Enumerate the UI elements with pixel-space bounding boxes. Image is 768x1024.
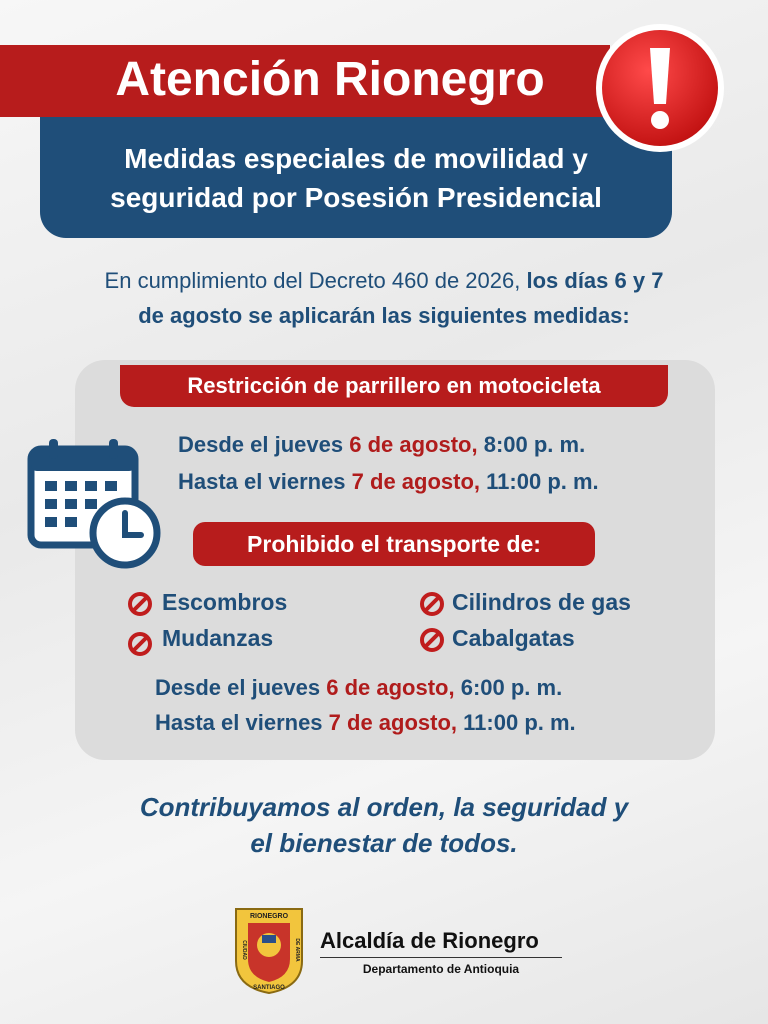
section-title: Restricción de parrillero en motocicleta bbox=[120, 365, 668, 407]
intro-bold: los días 6 y 7 bbox=[526, 268, 664, 293]
closing-line: el bienestar de todos. bbox=[250, 828, 518, 858]
schedule-line: Hasta el viernes 7 de agosto, 11:00 p. m… bbox=[155, 710, 576, 736]
closing-line: Contribuyamos al orden, la seguridad y bbox=[139, 792, 629, 822]
prohibited-icon bbox=[420, 592, 444, 616]
item: Escombros bbox=[162, 589, 288, 615]
schedule-date: 7 de agosto, bbox=[351, 469, 481, 494]
schedule-date: 6 de agosto, bbox=[349, 432, 478, 457]
prohibited-icon bbox=[128, 592, 152, 616]
schedule-time: 11:00 p. m. bbox=[463, 710, 576, 735]
prohibited-icon bbox=[128, 632, 152, 656]
alert-icon bbox=[596, 24, 724, 152]
schedule-line: Desde el jueves 6 de agosto, 8:00 p. m. bbox=[178, 432, 585, 458]
schedule-text: Hasta el viernes bbox=[155, 710, 323, 735]
seal-left: CIUDAD bbox=[241, 940, 247, 960]
seal: RIONEGRO CIUDAD DE ARMA SANTIAGO bbox=[235, 908, 303, 995]
section-title: Prohibido el transporte de: bbox=[193, 522, 595, 566]
alert-dot bbox=[651, 111, 669, 129]
title-banner bbox=[0, 45, 610, 117]
schedule-date: 6 de agosto, bbox=[326, 675, 455, 700]
seal-bottom: SANTIAGO bbox=[253, 985, 285, 991]
footer-rule bbox=[320, 957, 562, 958]
subtitle-line: seguridad por Posesión Presidencial bbox=[110, 182, 602, 213]
item: Cilindros de gas bbox=[452, 589, 631, 615]
calendar-ring bbox=[49, 439, 58, 459]
schedule-time: 6:00 p. m. bbox=[460, 675, 563, 700]
footer-name: Alcaldía de Rionegro bbox=[320, 928, 539, 953]
intro-line: En cumplimiento del Decreto 460 de 2026,… bbox=[0, 268, 768, 294]
schedule-line: Desde el jueves 6 de agosto, 6:00 p. m. bbox=[155, 675, 562, 701]
title: Atención Rionegro bbox=[115, 53, 545, 106]
alert-bar bbox=[650, 48, 670, 104]
footer-department: Departamento de Antioquia bbox=[362, 962, 520, 976]
schedule-time: 11:00 p. m. bbox=[486, 469, 599, 494]
schedule-date: 7 de agosto, bbox=[328, 710, 458, 735]
seal-top: RIONEGRO bbox=[250, 913, 289, 920]
intro-regular: En cumplimiento del Decreto 460 de 2026, bbox=[104, 268, 521, 293]
subtitle-box bbox=[40, 117, 672, 238]
schedule-text: Desde el jueves bbox=[178, 432, 344, 457]
item: Cabalgatas bbox=[452, 625, 575, 651]
schedule-text: Hasta el viernes bbox=[178, 469, 346, 494]
prohibited-icon bbox=[420, 628, 444, 652]
calendar-header bbox=[31, 449, 135, 471]
item: Mudanzas bbox=[162, 625, 274, 651]
schedule-line: Hasta el viernes 7 de agosto, 11:00 p. m… bbox=[178, 469, 599, 495]
calendar-grid bbox=[45, 481, 117, 527]
calendar-icon bbox=[27, 439, 161, 569]
clock-hands bbox=[122, 510, 144, 538]
intro-line: de agosto se aplicarán las siguientes me… bbox=[138, 303, 630, 328]
calendar-ring bbox=[109, 439, 118, 459]
seal-emblem bbox=[262, 935, 276, 943]
schedule-time: 8:00 p. m. bbox=[483, 432, 586, 457]
seal-right: DE ARMA bbox=[294, 938, 300, 962]
schedule-text: Desde el jueves bbox=[155, 675, 321, 700]
subtitle-line: Medidas especiales de movilidad y bbox=[124, 143, 588, 174]
